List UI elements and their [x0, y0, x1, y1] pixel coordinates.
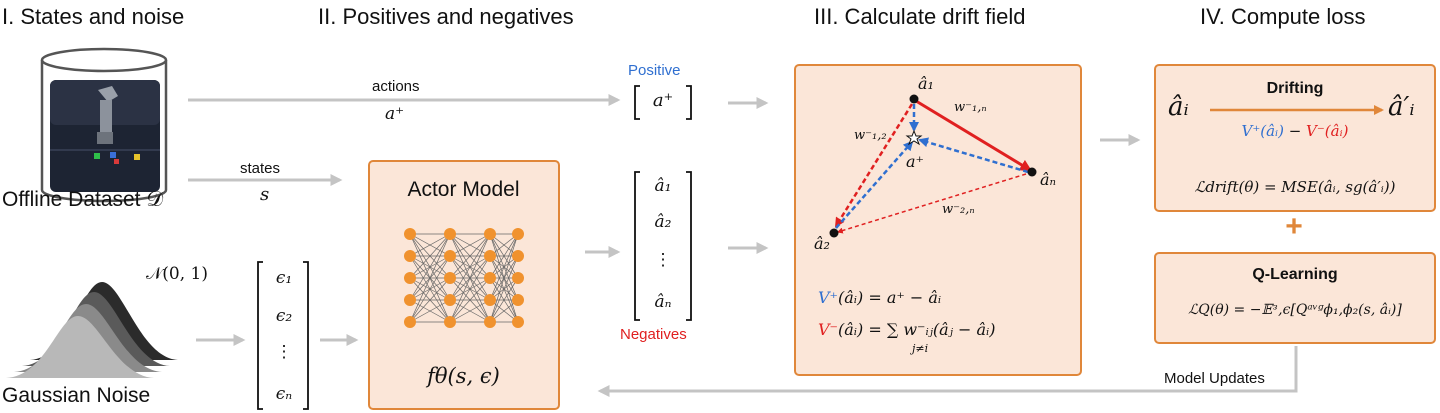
negative-vector-item: âₙ [654, 292, 672, 312]
q-loss-equation: ℒQ(θ) = −𝔼ᶟ,ϵ[Qᵃᵛᵍϕ₁,ϕ₂(s, âᵢ)] [1188, 302, 1402, 318]
model-updates-arrow [597, 346, 1298, 397]
drift-pos-2 [835, 140, 914, 229]
node-aN [1027, 167, 1037, 177]
vminus-rhs: (âᵢ) = ∑ w⁻ᵢⱼ(âⱼ − âᵢ) [838, 320, 996, 339]
eps-vector-item: ϵ₁ [275, 268, 293, 288]
nn-node [404, 250, 416, 262]
drift-field-graph [829, 94, 1037, 238]
drifting-field-expr: V⁺(âᵢ) − V⁻(âᵢ) [1156, 122, 1434, 140]
nn-node [512, 316, 524, 328]
nn-node [484, 316, 496, 328]
drift-edge-12 [834, 103, 914, 228]
nn-node [444, 272, 456, 284]
drifting-left-symbol: âᵢ [1168, 92, 1189, 122]
nn-node [512, 228, 524, 240]
nn-node [404, 294, 416, 306]
nn-node [512, 272, 524, 284]
positive-label: Positive [628, 62, 681, 79]
drift-field-box: â₁ â₂ âₙ a⁺ w⁻₁,₂ w⁻₁,ₙ w⁻₂,ₙ V⁺(âᵢ) = a… [794, 64, 1082, 376]
vminus-symbol: V⁻ [818, 320, 838, 339]
vminus-equation: V⁻(âᵢ) = ∑ w⁻ᵢⱼ(âⱼ − âᵢ) [818, 320, 996, 339]
drifting-minus: − [1283, 122, 1307, 140]
nn-node [444, 250, 456, 262]
normal-distribution-label: 𝒩(0, 1) [146, 264, 208, 284]
drift-edge-2N [836, 173, 1027, 234]
nn-node [512, 250, 524, 262]
negative-vector-item: â₂ [654, 212, 672, 232]
header-positives-negatives: II. Positives and negatives [318, 4, 574, 29]
label-aN: âₙ [1040, 170, 1057, 189]
drift-pos-N [918, 137, 1029, 174]
vplus-equation: V⁺(âᵢ) = a⁺ − âᵢ [818, 288, 941, 307]
label-w2N: w⁻₂,ₙ [942, 202, 975, 217]
eps-vector-item: ⋮ [275, 342, 293, 362]
nn-node [512, 294, 524, 306]
negative-vector-item: ⋮ [654, 250, 672, 270]
node-aplus [905, 129, 923, 146]
label-w1N: w⁻₁,ₙ [954, 100, 987, 115]
drifting-arrow [1210, 105, 1384, 115]
eps-vector-item: ϵ₂ [275, 306, 293, 326]
nn-node [444, 316, 456, 328]
node-a2 [829, 228, 839, 238]
drift-loss-equation: ℒdrift(θ) = MSE(âᵢ, sg(â′ᵢ)) [1194, 178, 1396, 196]
label-w12: w⁻₁,₂ [854, 128, 887, 143]
drift-edge-1N [915, 99, 1033, 172]
drifting-vminus: V⁻(âᵢ) [1306, 122, 1349, 140]
gaussian-noise-icon [6, 282, 178, 378]
label-a2: â₂ [814, 234, 830, 253]
nn-node [484, 294, 496, 306]
model-updates-label: Model Updates [1164, 370, 1265, 387]
nn-node [484, 250, 496, 262]
nn-node [404, 316, 416, 328]
noise-label: Gaussian Noise [2, 384, 151, 407]
drifting-right-symbol: â′ᵢ [1388, 92, 1415, 122]
sum-index: j≠i [912, 342, 929, 355]
nn-node [484, 228, 496, 240]
actor-model-function: fθ(s, ϵ) [427, 364, 500, 388]
nn-node [484, 272, 496, 284]
actor-model-title: Actor Model [407, 178, 520, 201]
negatives-label: Negatives [620, 326, 687, 343]
states-symbol: s [260, 184, 270, 205]
drifting-box: Drifting âᵢ â′ᵢ V⁺(âᵢ) − V⁻(âᵢ) ℒdrift(θ… [1154, 64, 1436, 212]
header-states-noise: I. States and noise [2, 4, 185, 29]
node-a1 [909, 94, 919, 104]
positive-symbol: a⁺ [652, 90, 674, 111]
eps-vector-item: ϵₙ [275, 384, 293, 404]
negative-vector-item: â₁ [654, 176, 672, 196]
vplus-rhs: (âᵢ) = a⁺ − âᵢ [838, 288, 942, 307]
drifting-title: Drifting [1266, 80, 1324, 97]
drifting-vplus: V⁺(âᵢ) [1241, 122, 1284, 140]
neural-network-icon [404, 228, 524, 328]
actions-symbol: a⁺ [385, 104, 405, 124]
q-learning-title: Q-Learning [1252, 266, 1338, 283]
actor-model-box: Actor Model fθ(s, ϵ) [368, 160, 560, 410]
q-learning-box: Q-Learning ℒQ(θ) = −𝔼ᶟ,ϵ[Qᵃᵛᵍϕ₁,ϕ₂(s, âᵢ… [1154, 252, 1436, 344]
header-compute-loss: IV. Compute loss [1200, 4, 1366, 29]
nn-node [404, 228, 416, 240]
vplus-symbol: V⁺ [818, 288, 838, 307]
dataset-cylinder-icon [40, 47, 168, 203]
nn-node [444, 228, 456, 240]
nn-node [404, 272, 416, 284]
dataset-label: Offline Dataset 𝒟 [2, 188, 164, 211]
plus-icon: + [1285, 210, 1303, 243]
nn-node [444, 294, 456, 306]
states-label: states [240, 160, 281, 177]
label-aplus: a⁺ [906, 152, 924, 171]
actions-label: actions [372, 78, 420, 95]
label-a1: â₁ [918, 74, 934, 93]
header-drift-field: III. Calculate drift field [814, 4, 1026, 29]
